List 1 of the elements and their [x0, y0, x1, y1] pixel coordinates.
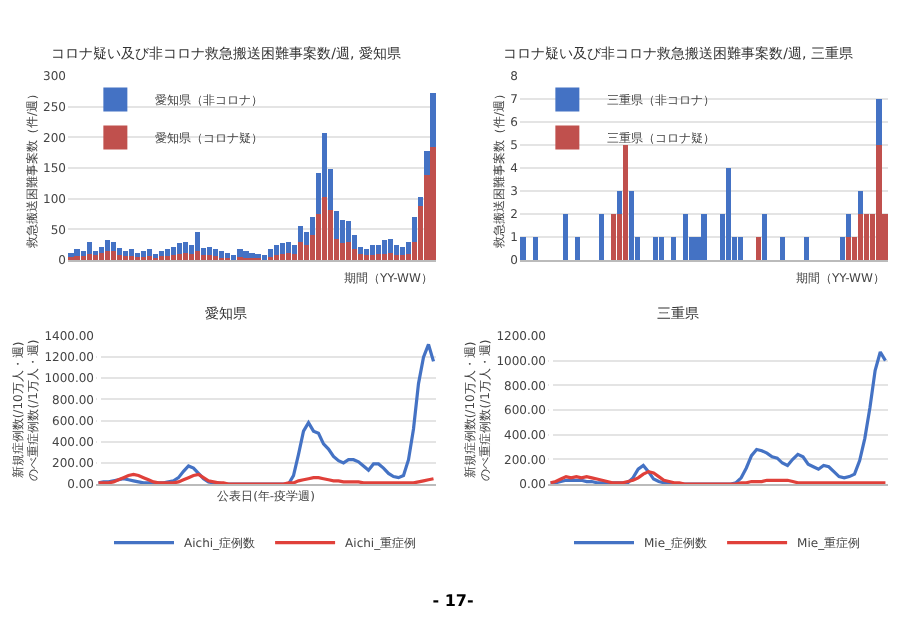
text: - 17-	[430, 592, 476, 610]
